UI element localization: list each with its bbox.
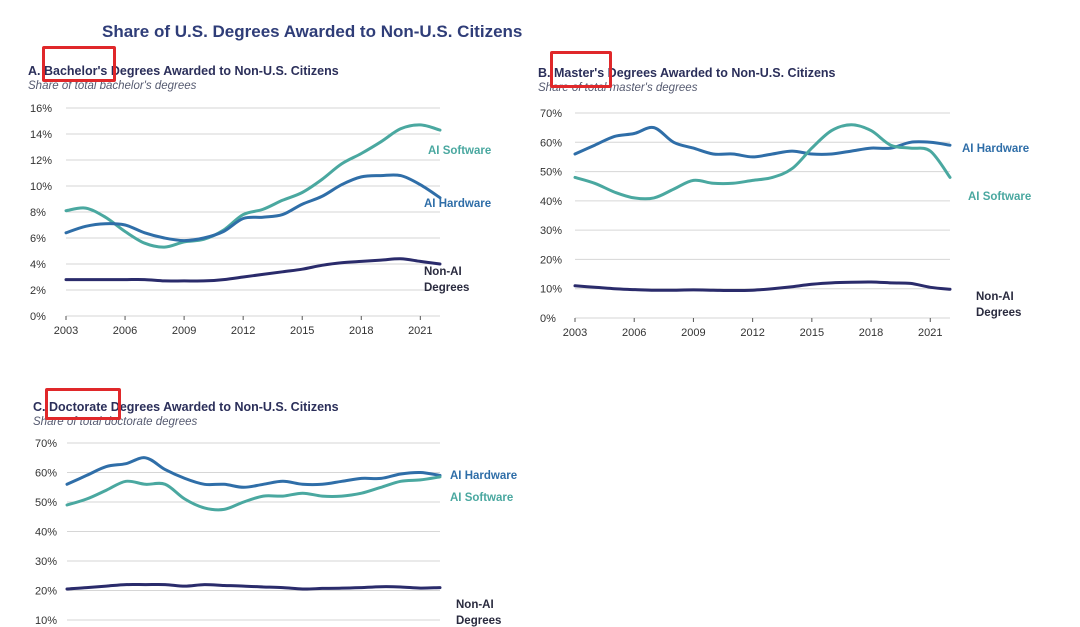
series-line-ai-hardware: [64, 173, 442, 243]
panel-bachelors: A. Bachelor's Degrees Awarded to Non-U.S…: [28, 46, 528, 354]
x-tick-label: 2015: [800, 327, 824, 339]
series-line-non-ai-degrees: [64, 257, 442, 283]
panel-title: C. Doctorate Degrees Awarded to Non-U.S.…: [33, 400, 339, 414]
series-line-non-ai-degrees: [573, 280, 952, 292]
y-tick-label: 10%: [35, 615, 57, 626]
series-label-ai-hardware: AI Hardware: [962, 143, 1030, 155]
x-tick-label: 2006: [113, 325, 137, 337]
highlight-box: [550, 51, 612, 88]
series-line-ai-software: [65, 475, 442, 512]
x-tick-label: 2018: [859, 327, 883, 339]
series-line-ai-hardware: [65, 456, 442, 489]
highlight-box: [42, 46, 116, 82]
panel-subtitle: Share of total bachelor's degrees: [28, 80, 197, 92]
panel-doctorate: C. Doctorate Degrees Awarded to Non-U.S.…: [33, 388, 533, 626]
highlight-box: [45, 388, 121, 420]
x-tick-label: 2009: [681, 327, 705, 339]
y-tick-label: 6%: [30, 233, 46, 245]
panel-masters: B. Master's Degrees Awarded to Non-U.S. …: [538, 51, 1070, 356]
main-title: Share of U.S. Degrees Awarded to Non-U.S…: [102, 22, 523, 41]
y-tick-label: 10%: [540, 284, 562, 296]
x-tick-label: 2012: [740, 327, 764, 339]
panel-title: B. Master's Degrees Awarded to Non-U.S. …: [538, 66, 836, 80]
y-tick-label: 30%: [540, 225, 562, 237]
y-tick-label: 60%: [35, 468, 57, 480]
y-tick-label: 20%: [540, 254, 562, 266]
series-label-non-ai-degrees: Non-AI: [456, 599, 494, 611]
series-label-non-ai-degrees: Non-AI: [976, 291, 1014, 303]
y-tick-label: 8%: [30, 207, 46, 219]
y-tick-label: 60%: [540, 137, 562, 149]
series-line-ai-software: [573, 123, 952, 201]
y-tick-label: 16%: [30, 103, 52, 115]
x-tick-label: 2006: [622, 327, 646, 339]
y-tick-label: 12%: [30, 155, 52, 167]
y-tick-label: 20%: [35, 586, 57, 598]
line-chart-doctorate: 10% 20% 30% 40% 50% 60% 70%: [35, 438, 442, 626]
y-tick-label: 50%: [540, 167, 562, 179]
x-tick-label: 2003: [563, 327, 587, 339]
x-tick-label: 2021: [408, 325, 432, 337]
series-line-ai-software: [64, 123, 442, 249]
series-label-ai-software: AI Software: [968, 191, 1032, 203]
y-tick-label: 70%: [35, 438, 57, 450]
series-label-non-ai-degrees: Non-AI: [424, 266, 462, 278]
series-line-ai-hardware: [573, 125, 952, 159]
panel-title: A. Bachelor's Degrees Awarded to Non-U.S…: [28, 64, 339, 78]
y-tick-label: 2%: [30, 285, 46, 297]
line-chart-bachelors: 0% 2% 4% 6% 8% 10% 12% 14% 16% 2003 2006 2009 2012 20…: [30, 103, 442, 337]
y-tick-label: 14%: [30, 129, 52, 141]
series-label-ai-software: AI Software: [428, 145, 492, 157]
x-tick-label: 2003: [54, 325, 78, 337]
x-tick-label: 2012: [231, 325, 255, 337]
y-tick-label: 4%: [30, 259, 46, 271]
y-tick-label: 40%: [540, 196, 562, 208]
series-label-non-ai-degrees: Degrees: [456, 615, 502, 627]
series-label-ai-software: AI Software: [450, 492, 514, 504]
x-tick-label: 2018: [349, 325, 373, 337]
series-line-non-ai-degrees: [65, 583, 442, 591]
series-label-ai-hardware: AI Hardware: [450, 470, 518, 482]
y-tick-label: 70%: [540, 108, 562, 120]
y-tick-label: 0%: [540, 313, 556, 325]
y-tick-label: 30%: [35, 556, 57, 568]
x-tick-label: 2015: [290, 325, 314, 337]
series-label-ai-hardware: AI Hardware: [424, 198, 492, 210]
line-chart-masters: 0% 10% 20% 30% 40% 50% 60% 70% 2003 2006 2009 2012 2…: [540, 108, 952, 339]
y-tick-label: 50%: [35, 497, 57, 509]
series-label-non-ai-degrees: Degrees: [424, 282, 470, 294]
series-label-non-ai-degrees: Degrees: [976, 307, 1022, 319]
y-tick-label: 0%: [30, 311, 46, 323]
y-tick-label: 40%: [35, 527, 57, 539]
y-tick-label: 10%: [30, 181, 52, 193]
x-tick-label: 2021: [918, 327, 942, 339]
x-tick-label: 2009: [172, 325, 196, 337]
